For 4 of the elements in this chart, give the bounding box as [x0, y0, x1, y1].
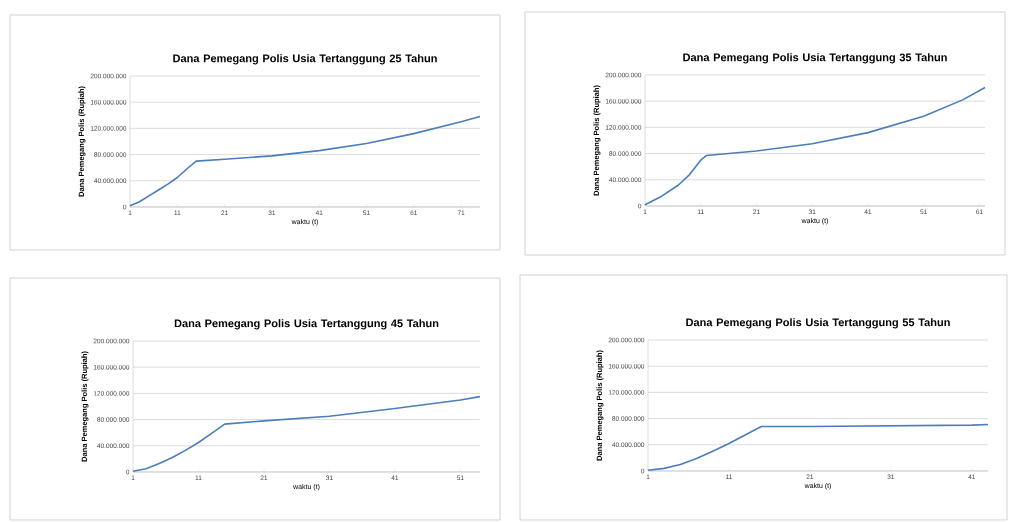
chart-title: Dana Pemegang Polis Usia Tertanggung 45 Tahun: [174, 319, 439, 330]
chart-title: Dana Pemegang Polis Usia Tertanggung 55 Tahun: [686, 318, 950, 329]
chart-title: Dana Pemegang Polis Usia Tertanggung 35 Tahun: [683, 53, 947, 64]
chart-title: Dana Pemegang Polis Usia Tertanggung 25 Tahun: [173, 54, 437, 65]
